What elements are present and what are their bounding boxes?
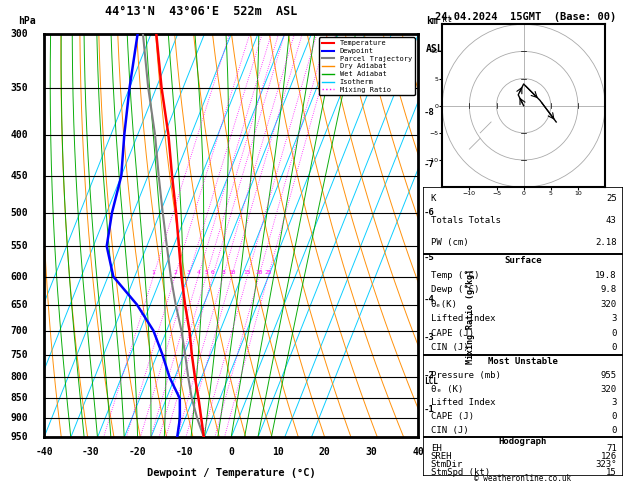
Text: 6: 6 (211, 270, 214, 275)
Text: LCL: LCL (424, 377, 438, 386)
Text: 4: 4 (196, 270, 200, 275)
Text: 350: 350 (11, 83, 28, 93)
Text: θₑ (K): θₑ (K) (431, 384, 463, 394)
Text: 2.18: 2.18 (595, 238, 616, 247)
Text: Pressure (mb): Pressure (mb) (431, 371, 501, 380)
Text: SREH: SREH (431, 452, 452, 461)
Text: 500: 500 (11, 208, 28, 218)
Text: 400: 400 (11, 130, 28, 139)
Text: -7: -7 (424, 160, 435, 169)
Text: 650: 650 (11, 299, 28, 310)
Text: 900: 900 (11, 414, 28, 423)
Text: 1: 1 (152, 270, 155, 275)
Text: -4: -4 (424, 295, 435, 304)
Text: 600: 600 (11, 272, 28, 281)
Text: hPa: hPa (18, 16, 35, 26)
Text: CIN (J): CIN (J) (431, 426, 469, 435)
Text: 71: 71 (606, 445, 616, 453)
Text: PW (cm): PW (cm) (431, 238, 469, 247)
Text: 323°: 323° (595, 460, 616, 469)
Text: 24.04.2024  15GMT  (Base: 00): 24.04.2024 15GMT (Base: 00) (435, 12, 616, 22)
Text: © weatheronline.co.uk: © weatheronline.co.uk (474, 473, 571, 483)
Text: 955: 955 (601, 371, 616, 380)
Bar (423, 187, 623, 254)
Text: StmSpd (kt): StmSpd (kt) (431, 468, 490, 477)
Text: 40: 40 (413, 448, 424, 457)
Text: Dewpoint / Temperature (°C): Dewpoint / Temperature (°C) (147, 468, 316, 478)
Text: 950: 950 (11, 433, 28, 442)
Text: -30: -30 (82, 448, 99, 457)
Text: -1: -1 (424, 405, 435, 414)
Text: kt: kt (442, 15, 452, 24)
Text: -10: -10 (175, 448, 193, 457)
Text: 10: 10 (228, 270, 235, 275)
Legend: Temperature, Dewpoint, Parcel Trajectory, Dry Adiabat, Wet Adiabat, Isotherm, Mi: Temperature, Dewpoint, Parcel Trajectory… (319, 37, 415, 95)
Text: 44°13'N  43°06'E  522m  ASL: 44°13'N 43°06'E 522m ASL (105, 5, 298, 18)
Text: -20: -20 (129, 448, 147, 457)
Text: 15: 15 (243, 270, 251, 275)
Text: -2: -2 (424, 370, 435, 380)
Text: CIN (J): CIN (J) (431, 343, 469, 352)
Text: -8: -8 (424, 107, 435, 117)
Text: 450: 450 (11, 171, 28, 181)
Text: -3: -3 (424, 333, 435, 343)
Text: 25: 25 (606, 194, 616, 203)
Text: Temp (°C): Temp (°C) (431, 271, 479, 280)
Text: 550: 550 (11, 241, 28, 251)
Text: 0: 0 (611, 426, 616, 435)
Text: StmDir: StmDir (431, 460, 463, 469)
Text: 3: 3 (186, 270, 190, 275)
Text: 2: 2 (173, 270, 177, 275)
Text: K: K (431, 194, 436, 203)
Text: Dewp (°C): Dewp (°C) (431, 285, 479, 294)
Text: 3: 3 (611, 314, 616, 323)
Bar (423, 254, 623, 355)
Text: Lifted Index: Lifted Index (431, 314, 495, 323)
Text: 0: 0 (228, 448, 234, 457)
Text: Totals Totals: Totals Totals (431, 216, 501, 225)
Text: 5: 5 (204, 270, 208, 275)
Text: 30: 30 (365, 448, 377, 457)
Text: CAPE (J): CAPE (J) (431, 329, 474, 338)
Text: 750: 750 (11, 349, 28, 360)
Text: 320: 320 (601, 384, 616, 394)
Text: 700: 700 (11, 326, 28, 335)
Text: 126: 126 (601, 452, 616, 461)
Text: CAPE (J): CAPE (J) (431, 412, 474, 421)
Text: 25: 25 (264, 270, 272, 275)
Text: θₑ(K): θₑ(K) (431, 300, 457, 309)
Text: 0: 0 (611, 329, 616, 338)
Bar (423, 437, 623, 476)
Text: Surface: Surface (504, 256, 542, 265)
Text: km: km (426, 16, 438, 26)
Text: 800: 800 (11, 372, 28, 382)
Text: 320: 320 (601, 300, 616, 309)
Text: Most Unstable: Most Unstable (487, 357, 558, 366)
Text: 8: 8 (221, 270, 225, 275)
Bar (423, 355, 623, 437)
Text: -6: -6 (424, 208, 435, 217)
Text: 10: 10 (272, 448, 284, 457)
Text: 850: 850 (11, 394, 28, 403)
Text: 9.8: 9.8 (601, 285, 616, 294)
Text: 3: 3 (611, 399, 616, 407)
Text: 43: 43 (606, 216, 616, 225)
Text: Hodograph: Hodograph (499, 436, 547, 446)
Text: Lifted Index: Lifted Index (431, 399, 495, 407)
Text: 20: 20 (255, 270, 263, 275)
Text: -40: -40 (35, 448, 53, 457)
Text: 20: 20 (319, 448, 331, 457)
Text: 15: 15 (606, 468, 616, 477)
Text: 0: 0 (611, 412, 616, 421)
Text: -5: -5 (424, 253, 435, 262)
Text: 300: 300 (11, 29, 28, 39)
Text: 19.8: 19.8 (595, 271, 616, 280)
Text: EH: EH (431, 445, 442, 453)
Text: Mixing Ratio (g/kg): Mixing Ratio (g/kg) (466, 269, 475, 364)
Text: ASL: ASL (426, 44, 443, 54)
Text: 0: 0 (611, 343, 616, 352)
